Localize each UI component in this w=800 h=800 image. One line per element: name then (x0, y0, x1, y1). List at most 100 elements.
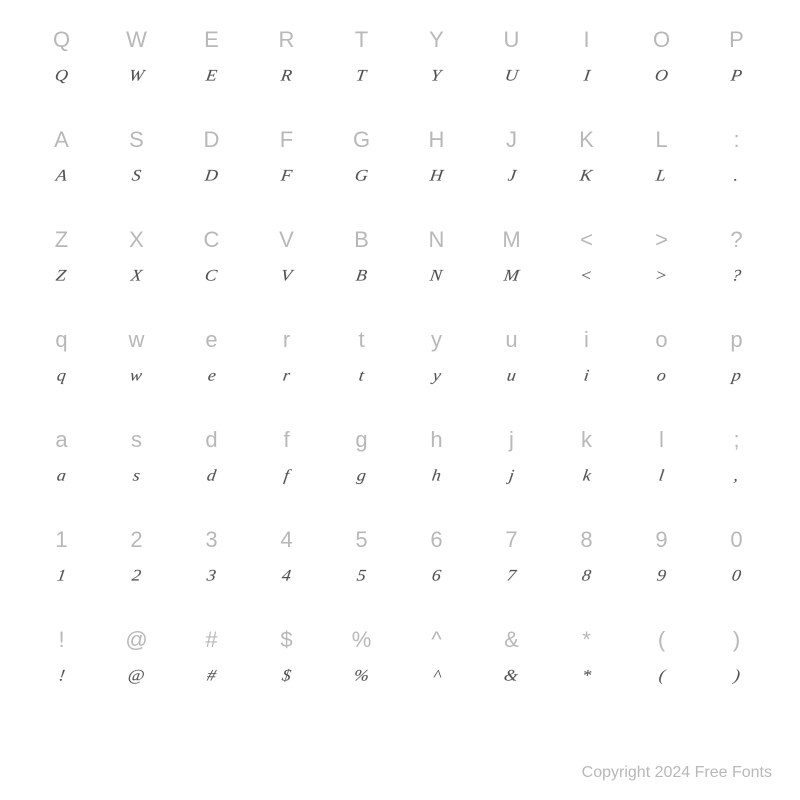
font-glyph: i (582, 362, 591, 389)
font-glyph: a (55, 462, 68, 489)
reference-character: W (126, 20, 147, 60)
reference-character: $ (280, 620, 292, 660)
reference-character: 0 (730, 520, 742, 560)
char-cell: @@ (99, 618, 174, 718)
reference-character: S (129, 120, 144, 160)
font-glyph: B (354, 262, 369, 289)
reference-character: Y (429, 20, 444, 60)
char-cell: aa (24, 418, 99, 518)
char-cell: AA (24, 118, 99, 218)
char-cell: !! (24, 618, 99, 718)
char-cell: SS (99, 118, 174, 218)
char-cell: pp (699, 318, 774, 418)
char-cell: HH (399, 118, 474, 218)
font-glyph: 0 (730, 562, 743, 589)
font-glyph: F (279, 162, 294, 189)
font-glyph: @ (126, 662, 146, 689)
reference-character: < (580, 220, 593, 260)
reference-character: G (353, 120, 370, 160)
char-cell: dd (174, 418, 249, 518)
font-glyph: w (129, 362, 145, 389)
char-row: aassddffgghhjjkkll;, (24, 418, 776, 518)
font-glyph: E (204, 62, 219, 89)
character-map-grid: QQWWEERRTTYYUUIIOOPPAASSDDFFGGHHJJKKLL:.… (24, 18, 776, 718)
char-cell: DD (174, 118, 249, 218)
font-glyph: Z (55, 262, 69, 289)
reference-character: a (55, 420, 67, 460)
font-glyph: f (282, 462, 291, 489)
font-glyph: K (579, 162, 595, 189)
font-glyph: 7 (505, 562, 518, 589)
font-glyph: R (279, 62, 294, 89)
font-glyph: < (579, 262, 595, 289)
char-row: ZZXXCCVVBBNNMM<<>>?? (24, 218, 776, 318)
reference-character: d (205, 420, 217, 460)
font-glyph: . (732, 162, 740, 189)
reference-character: T (355, 20, 368, 60)
reference-character: u (505, 320, 517, 360)
reference-character: e (205, 320, 217, 360)
char-cell: oo (624, 318, 699, 418)
font-glyph: 4 (280, 562, 293, 589)
font-glyph: M (502, 262, 521, 289)
font-glyph: q (55, 362, 68, 389)
char-cell: ## (174, 618, 249, 718)
char-cell: II (549, 18, 624, 118)
font-glyph: 2 (130, 562, 143, 589)
reference-character: t (358, 320, 364, 360)
reference-character: ! (58, 620, 64, 660)
font-glyph: 6 (430, 562, 443, 589)
font-glyph: W (127, 62, 146, 89)
font-glyph: O (653, 62, 670, 89)
char-cell: WW (99, 18, 174, 118)
font-glyph: 9 (655, 562, 668, 589)
char-cell: GG (324, 118, 399, 218)
reference-character: h (430, 420, 442, 460)
font-glyph: s (131, 462, 142, 489)
char-cell: CC (174, 218, 249, 318)
reference-character: g (355, 420, 367, 460)
char-cell: PP (699, 18, 774, 118)
char-cell: tt (324, 318, 399, 418)
font-glyph: S (130, 162, 143, 189)
reference-character: 5 (355, 520, 367, 560)
font-glyph: & (503, 662, 521, 689)
reference-character: 8 (580, 520, 592, 560)
reference-character: ( (658, 620, 665, 660)
reference-character: ) (733, 620, 740, 660)
reference-character: C (204, 220, 220, 260)
reference-character: ; (733, 420, 739, 460)
char-cell: MM (474, 218, 549, 318)
font-glyph: h (430, 462, 443, 489)
reference-character: M (502, 220, 520, 260)
char-cell: ii (549, 318, 624, 418)
char-cell: NN (399, 218, 474, 318)
font-glyph: V (279, 262, 294, 289)
font-glyph: ) (732, 662, 742, 689)
char-cell: ff (249, 418, 324, 518)
font-glyph: ? (730, 262, 743, 289)
font-glyph: # (205, 662, 218, 689)
char-row: qqwweerrttyyuuiioopp (24, 318, 776, 418)
reference-character: y (431, 320, 442, 360)
char-cell: YY (399, 18, 474, 118)
font-glyph: Q (53, 62, 70, 89)
font-glyph: L (655, 162, 669, 189)
copyright-text: Copyright 2024 Free Fonts (582, 764, 772, 782)
font-glyph: u (505, 362, 518, 389)
reference-character: o (655, 320, 667, 360)
reference-character: s (131, 420, 142, 460)
reference-character: 9 (655, 520, 667, 560)
char-cell: ** (549, 618, 624, 718)
font-glyph: r (281, 362, 292, 389)
reference-character: ^ (431, 620, 441, 660)
char-cell: XX (99, 218, 174, 318)
reference-character: A (54, 120, 69, 160)
font-glyph: l (657, 462, 666, 489)
font-glyph: $ (280, 662, 293, 689)
reference-character: 1 (55, 520, 67, 560)
font-glyph: o (655, 362, 668, 389)
reference-character: j (509, 420, 514, 460)
char-row: !!@@##$$%%^^&&**(()) (24, 618, 776, 718)
reference-character: @ (125, 620, 147, 660)
